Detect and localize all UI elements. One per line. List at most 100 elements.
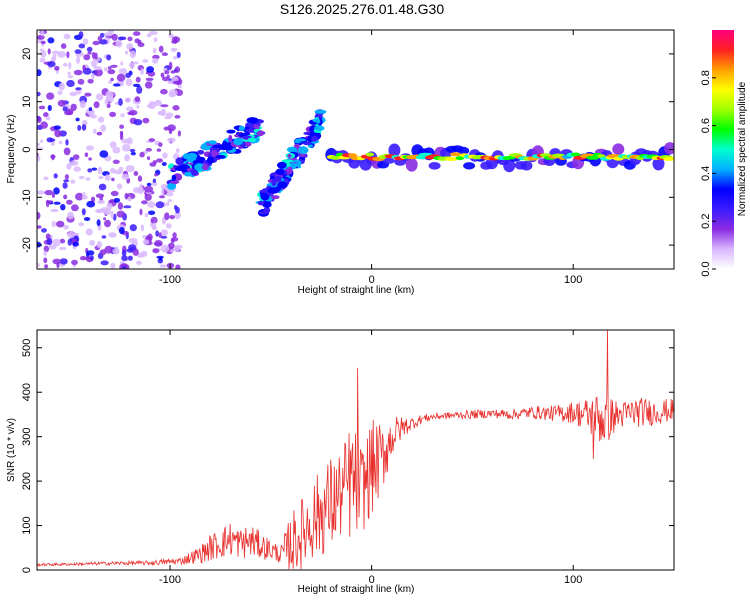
- noise-speckle: [93, 66, 102, 71]
- noise-speckle: [53, 201, 61, 205]
- noise-speckle: [133, 171, 139, 176]
- noise-speckle: [87, 168, 93, 173]
- noise-speckle: [58, 246, 67, 251]
- noise-speckle: [54, 129, 62, 138]
- noise-speckle: [64, 110, 73, 116]
- noise-speckle: [175, 148, 180, 154]
- noise-speckle: [154, 240, 163, 247]
- noise-speckle: [65, 139, 69, 146]
- ridge-halo: [503, 159, 516, 173]
- ridge-core: [663, 156, 674, 161]
- colorbar-ticks: 0.0 0.2 0.4 0.6 0.8: [700, 70, 716, 277]
- noise-speckle: [128, 62, 135, 69]
- noise-speckle: [47, 37, 55, 44]
- noise-speckle: [110, 77, 114, 82]
- noise-speckle: [110, 210, 114, 219]
- noise-speckle: [52, 258, 61, 265]
- noise-speckle: [146, 33, 152, 38]
- y-tick-label: 0: [21, 146, 33, 152]
- noise-speckle: [165, 112, 174, 118]
- noise-speckle: [146, 182, 152, 187]
- noise-speckle: [47, 104, 52, 112]
- branch-2-mark: [298, 146, 309, 155]
- branch-2-mark: [271, 195, 280, 200]
- branch-1-mark: [170, 180, 180, 184]
- noise-speckle: [165, 191, 174, 197]
- noise-speckle: [79, 100, 86, 109]
- noise-speckle: [168, 61, 173, 70]
- noise-speckle: [148, 210, 156, 216]
- noise-speckle: [125, 165, 135, 172]
- noise-speckle: [112, 146, 121, 154]
- noise-speckle: [158, 195, 166, 199]
- noise-speckle: [76, 56, 80, 65]
- noise-speckle: [57, 90, 63, 96]
- noise-speckle: [37, 211, 41, 220]
- noise-speckle: [74, 49, 82, 54]
- noise-speckle: [63, 33, 71, 40]
- snr-panel: -100 0 100 0 100 200 300 400 500 Height of stra…: [6, 329, 675, 595]
- noise-speckle: [121, 266, 127, 269]
- noise-speckle: [53, 173, 58, 179]
- noise-speckle: [135, 76, 141, 83]
- ridge-halo: [457, 146, 470, 155]
- noise-speckle: [148, 30, 158, 36]
- ridge-core: [455, 156, 465, 161]
- noise-speckle: [128, 244, 137, 251]
- snr-x-label: Height of straight line (km): [298, 584, 415, 595]
- noise-speckle: [136, 85, 143, 94]
- noise-speckle: [96, 131, 103, 136]
- noise-speckle: [90, 255, 94, 261]
- noise-speckle: [161, 52, 168, 57]
- noise-speckle: [127, 255, 133, 261]
- colorbar-gradient: [712, 30, 734, 269]
- noise-speckle: [100, 207, 109, 212]
- noise-speckle: [71, 259, 78, 265]
- noise-speckle: [107, 69, 116, 75]
- noise-speckle: [96, 219, 101, 227]
- branch-1-mark: [175, 157, 185, 166]
- noise-speckle: [172, 232, 177, 239]
- noise-speckle: [98, 175, 104, 180]
- snr-frame: [36, 329, 675, 571]
- noise-speckle: [104, 219, 111, 228]
- noise-speckle: [37, 190, 45, 195]
- noise-speckle: [39, 48, 45, 52]
- ridge-core: [445, 157, 458, 161]
- noise-speckle: [152, 47, 157, 54]
- spectrogram-x-label: Height of straight line (km): [298, 285, 415, 296]
- noise-speckle: [160, 244, 170, 253]
- noise-speckle: [40, 40, 46, 45]
- ridge-halo: [405, 157, 418, 172]
- snr-y-label: SNR (10 * v/v): [6, 418, 17, 482]
- noise-speckle: [64, 174, 69, 180]
- ridge-halo: [520, 160, 533, 171]
- noise-speckle: [161, 187, 165, 196]
- y-tick-label: 200: [21, 472, 33, 490]
- ridge-core: [365, 152, 375, 157]
- noise-speckle: [87, 51, 92, 55]
- spectrogram-x-ticks: -100 0 100: [159, 30, 582, 286]
- noise-speckle: [77, 124, 82, 131]
- noise-speckle: [124, 154, 130, 162]
- noise-speckle: [108, 200, 114, 204]
- noise-speckle: [132, 187, 141, 194]
- noise-speckle: [84, 92, 92, 97]
- noise-speckle: [62, 62, 68, 67]
- noise-speckle: [120, 36, 127, 41]
- noise-speckle: [145, 148, 152, 152]
- noise-speckle: [37, 154, 41, 162]
- noise-speckle: [46, 92, 55, 100]
- noise-speckle: [134, 96, 140, 103]
- noise-speckle: [136, 260, 142, 265]
- noise-speckle: [78, 31, 84, 39]
- noise-speckle: [129, 224, 137, 232]
- branch-2-mark: [267, 187, 280, 194]
- noise-speckle: [69, 160, 79, 166]
- branch-2-mark: [274, 175, 282, 182]
- noise-speckle: [66, 51, 70, 59]
- noise-speckle: [68, 61, 72, 70]
- noise-speckle: [38, 105, 46, 110]
- branch-1-mark: [189, 169, 199, 176]
